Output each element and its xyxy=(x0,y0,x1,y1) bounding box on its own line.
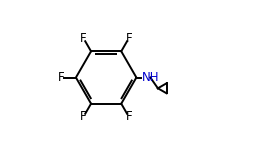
Text: F: F xyxy=(125,110,132,123)
Text: F: F xyxy=(125,32,132,45)
Text: F: F xyxy=(58,71,64,84)
Text: F: F xyxy=(80,110,87,123)
Text: F: F xyxy=(80,32,87,45)
Text: NH: NH xyxy=(142,71,159,84)
